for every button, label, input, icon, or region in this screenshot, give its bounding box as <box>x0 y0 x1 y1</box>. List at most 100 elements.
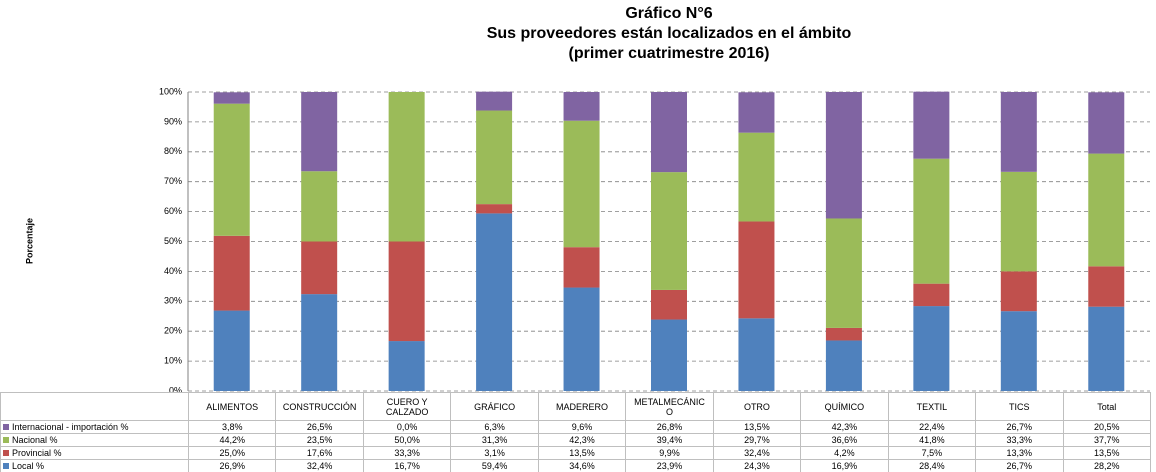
y-axis-label: Porcentaje <box>24 218 34 264</box>
data-label: 32,4% <box>275 459 364 472</box>
bar-segment <box>301 171 338 242</box>
y-tick-label: 30% <box>164 296 182 306</box>
data-label: 22,4% <box>887 420 977 434</box>
data-label: 44,2% <box>187 433 277 447</box>
data-label: 34,6% <box>537 459 627 472</box>
table-corner <box>0 392 189 421</box>
data-label: 13,5% <box>537 446 627 460</box>
bar-segment <box>738 221 775 319</box>
x-tick-label: CUERO Y CALZADO <box>362 392 452 421</box>
y-tick-label: 90% <box>164 116 182 126</box>
bar-segment <box>1000 92 1037 172</box>
data-label: 42,3% <box>537 433 627 447</box>
data-label: 16,9% <box>800 459 889 472</box>
y-tick-label: 70% <box>164 176 182 186</box>
data-label: 33,3% <box>362 446 452 460</box>
legend-key <box>3 424 9 430</box>
x-tick-label: CONSTRUCCIÓN <box>275 392 364 421</box>
data-label: 33,3% <box>975 433 1064 447</box>
table-row: Local % 26,9% 32,4% 16,7% 59,4% 34,6% 23,9% 24,… <box>0 459 1151 472</box>
y-tick-label: 10% <box>164 355 182 365</box>
legend-entry: Internacional - importación % <box>0 420 189 434</box>
data-label: 4,2% <box>800 446 889 460</box>
table-row: Nacional % 44,2% 23,5% 50,0% 31,3% 42,3% 39,4%… <box>0 433 1151 447</box>
bar-segment <box>651 92 687 173</box>
bar-segment <box>825 92 862 219</box>
bar-segment <box>913 283 950 307</box>
data-label: 50,0% <box>362 433 452 447</box>
bar-segment <box>651 319 687 391</box>
bar-segment <box>388 92 425 242</box>
bar-segment <box>1088 306 1125 391</box>
bar-segment <box>651 172 687 290</box>
data-label: 13,5% <box>1062 446 1151 460</box>
bar-segment <box>738 132 775 222</box>
bar-segment <box>1088 153 1125 267</box>
bar-segment <box>1088 266 1125 307</box>
bar-segment <box>213 103 250 236</box>
data-label: 26,7% <box>975 459 1064 472</box>
y-tick-label: 40% <box>164 266 182 276</box>
data-label: 36,6% <box>800 433 889 447</box>
data-label: 39,4% <box>625 433 714 447</box>
x-tick-label: GRÁFICO <box>450 392 539 421</box>
data-table: ALIMENTOS CONSTRUCCIÓN CUERO Y CALZADO GRÁF… <box>0 392 1151 472</box>
bar-segment <box>825 340 862 391</box>
table-row: Provincial % 25,0% 17,6% 33,3% 3,1% 13,5% 9,9%… <box>0 446 1151 460</box>
x-tick-label: OTRO <box>712 392 802 421</box>
chart-title: Gráfico N°6 <box>625 5 712 22</box>
x-tick-label: MADERERO <box>537 392 627 421</box>
bar-segment <box>563 287 600 391</box>
data-label: 6,3% <box>450 420 539 434</box>
data-label: 3,1% <box>450 446 539 460</box>
data-label: 17,6% <box>275 446 364 460</box>
data-label: 0,0% <box>362 420 452 434</box>
data-label: 23,9% <box>625 459 714 472</box>
data-label: 26,7% <box>975 420 1064 434</box>
legend-key <box>3 463 9 469</box>
bar-segment <box>913 158 950 284</box>
data-label: 9,9% <box>625 446 714 460</box>
data-label: 59,4% <box>450 459 539 472</box>
bar-segment <box>913 306 950 391</box>
x-tick-label: TEXTIL <box>887 392 977 421</box>
data-label: 42,3% <box>800 420 889 434</box>
bar-segment <box>563 247 600 288</box>
data-label: 26,5% <box>275 420 364 434</box>
bar-segment <box>301 241 338 295</box>
data-label: 24,3% <box>712 459 802 472</box>
bar-segment <box>301 92 338 172</box>
bar-segment <box>213 92 250 104</box>
data-label: 7,5% <box>887 446 977 460</box>
y-tick-label: 100% <box>159 86 182 96</box>
x-tick-label: Total <box>1062 392 1151 421</box>
bar-segment <box>476 110 513 205</box>
chart: Gráfico N°6 Sus proveedores están locali… <box>24 5 1150 392</box>
bar-segment <box>476 204 513 214</box>
data-label: 25,0% <box>187 446 277 460</box>
chart-title: Sus proveedores están localizados en el … <box>487 25 852 42</box>
bar-segment <box>1000 171 1037 272</box>
data-label: 13,3% <box>975 446 1064 460</box>
bar-segment <box>1088 92 1125 154</box>
data-label: 37,7% <box>1062 433 1151 447</box>
y-tick-label: 80% <box>164 146 182 156</box>
y-tick-label: 0% <box>169 385 182 392</box>
data-label: 28,4% <box>887 459 977 472</box>
bar-segment <box>563 120 600 248</box>
data-label: 26,8% <box>625 420 714 434</box>
legend-label: Internacional - importación % <box>12 422 129 432</box>
data-label: 31,3% <box>450 433 539 447</box>
data-label: 20,5% <box>1062 420 1151 434</box>
data-label: 23,5% <box>275 433 364 447</box>
bar-segment <box>738 318 775 391</box>
data-label: 26,9% <box>187 459 277 472</box>
data-label: 13,5% <box>712 420 802 434</box>
data-label: 9,6% <box>537 420 627 434</box>
data-label: 32,4% <box>712 446 802 460</box>
bar-segment <box>825 218 862 328</box>
data-label: 3,8% <box>187 420 277 434</box>
bar-segment <box>563 92 600 121</box>
bar-segment <box>476 91 513 111</box>
bar-segment <box>1000 271 1037 312</box>
